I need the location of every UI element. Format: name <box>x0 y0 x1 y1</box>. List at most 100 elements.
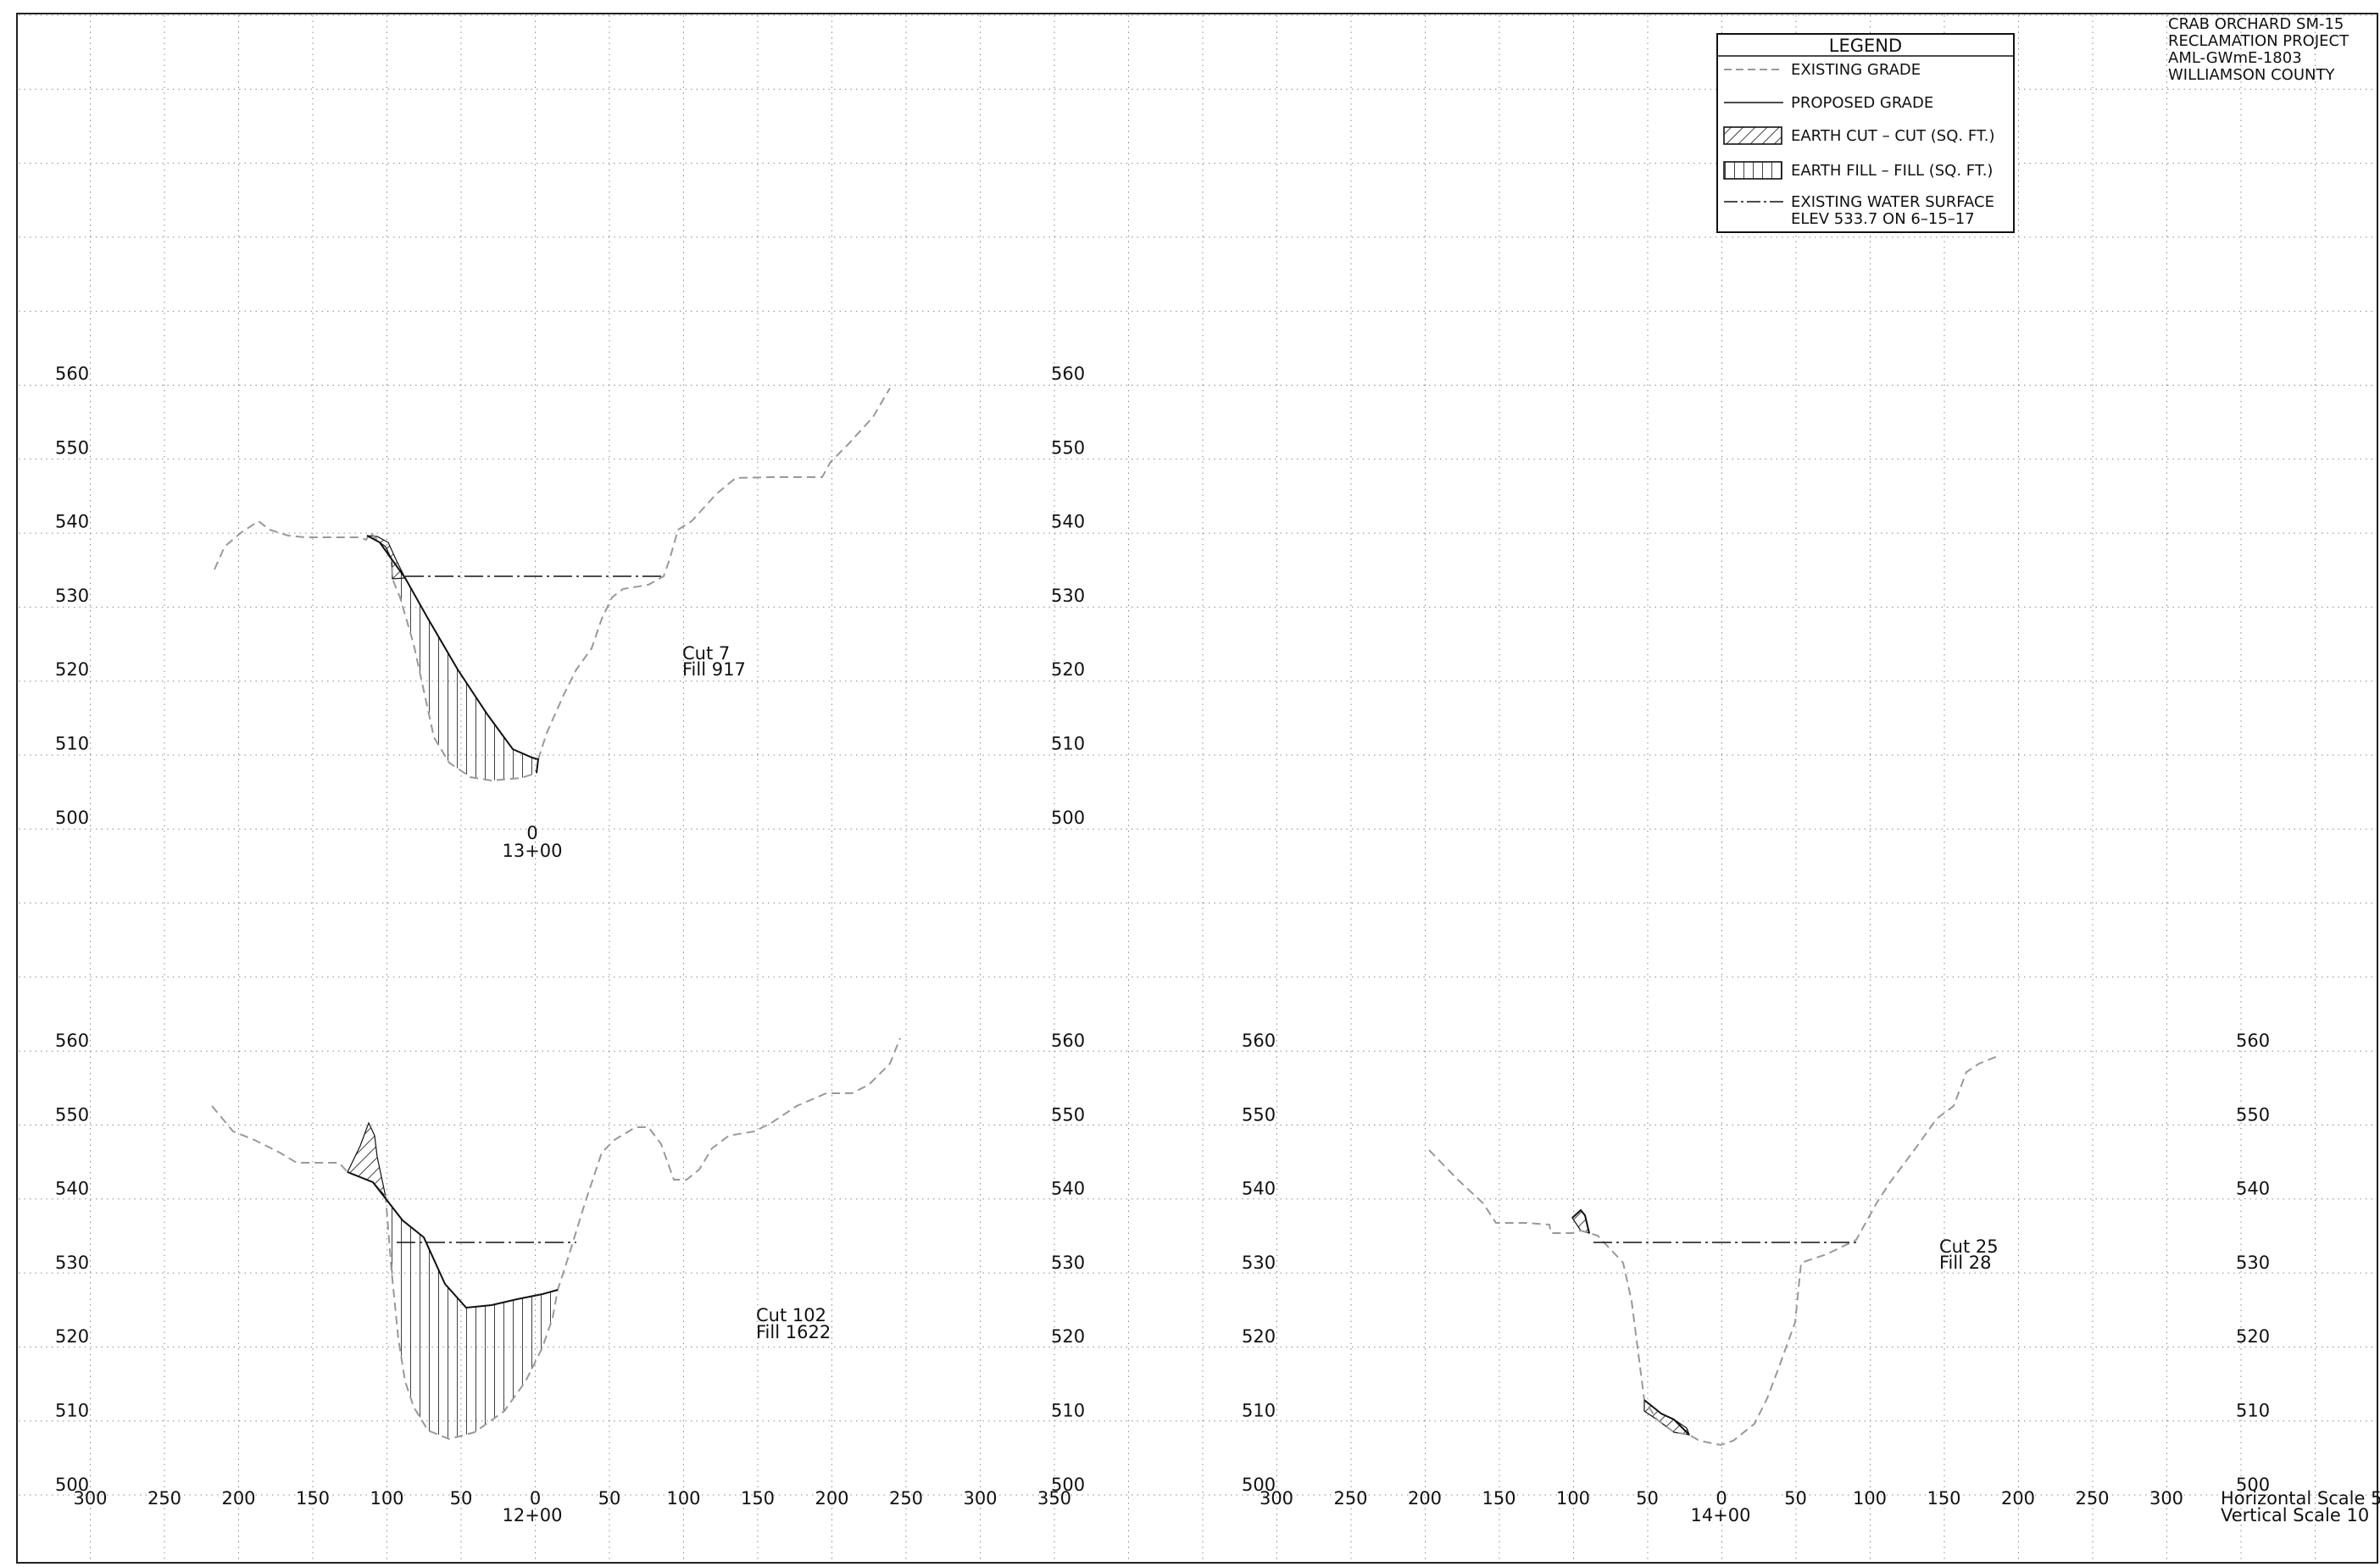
elevation-label: 520 <box>55 659 89 680</box>
station-offset-labels: 300 250 200 150 100 50 0 50 100 150 200 250 300 350 30… <box>73 1488 2183 1509</box>
elevation-label: 500 <box>1051 808 1085 828</box>
station-offset-label: 100 <box>370 1488 403 1509</box>
title-line-4: WILLIAMSON COUNTY <box>2168 66 2335 84</box>
elevation-label: 520 <box>55 1326 89 1347</box>
elevation-label: 530 <box>55 1253 89 1273</box>
station-offset-label: 300 <box>73 1488 107 1509</box>
legend-water-label: EXISTING WATER SURFACE <box>1791 193 1994 211</box>
station-offset-label: 100 <box>666 1488 700 1509</box>
existing-grade-14 <box>1428 1054 2001 1447</box>
elevation-label: 560 <box>55 1031 89 1051</box>
elevation-label: 560 <box>1051 364 1085 384</box>
earth-fill-swatch <box>1723 161 1782 180</box>
earth-fill-area-12 <box>386 1197 558 1439</box>
existing-grade-12 <box>211 1037 901 1441</box>
horizontal-scale-note: Horizontal Scale 50 <box>2221 1488 2380 1509</box>
station-offset-label: 200 <box>815 1488 848 1509</box>
station-offset-label: 200 <box>221 1488 255 1509</box>
elevation-label: 540 <box>2236 1179 2270 1199</box>
elevation-labels: 560 550 540 530 520 510 500 560 550 540 530 520 510 5… <box>55 364 2270 1495</box>
station-label-14: 14+00 <box>1690 1505 1750 1525</box>
legend-water-elev-label: ELEV 533.7 ON 6–15–17 <box>1791 210 1975 228</box>
vertical-scale-note: Vertical Scale 10 <box>2221 1505 2369 1525</box>
fill-label-14: Fill 28 <box>1939 1253 1991 1273</box>
station-offset-label: 350 <box>1037 1488 1071 1509</box>
elevation-label: 510 <box>1051 734 1085 754</box>
sheet-border <box>16 13 2378 1564</box>
elevation-label: 530 <box>55 586 89 606</box>
grid <box>19 14 2377 1561</box>
elevation-label: 510 <box>1051 1401 1085 1421</box>
offset-zero-label-13: 0 <box>526 823 537 843</box>
elevation-label: 500 <box>55 808 89 828</box>
station-offset-label: 200 <box>2001 1488 2035 1509</box>
elevation-label: 520 <box>1051 659 1085 680</box>
title-line-2: RECLAMATION PROJECT <box>2168 32 2349 50</box>
elevation-label: 550 <box>55 437 89 458</box>
legend-box <box>1716 33 2015 233</box>
elevation-label: 530 <box>1242 1253 1276 1273</box>
earth-cut-area-12 <box>347 1121 387 1199</box>
elevation-label: 550 <box>55 1104 89 1125</box>
station-offset-label: 300 <box>2149 1488 2183 1509</box>
station-offset-label: 50 <box>598 1488 621 1509</box>
legend-fill-label: EARTH FILL – FILL (SQ. FT.) <box>1791 162 1993 180</box>
elevation-label: 500 <box>2236 1475 2270 1495</box>
legend: LEGEND EXISTING GRADE PROPOSED GRADE EAR… <box>1716 33 2015 233</box>
station-offset-label: 250 <box>147 1488 181 1509</box>
section-12-00: Cut 102 Fill 1622 12+00 <box>211 1037 901 1525</box>
elevation-label: 550 <box>1051 1104 1085 1125</box>
title-block: CRAB ORCHARD SM-15 RECLAMATION PROJECT A… <box>2168 15 2349 84</box>
elevation-label: 550 <box>1242 1104 1276 1125</box>
proposed-grade-12 <box>347 1171 559 1309</box>
elevation-label: 530 <box>1051 586 1085 606</box>
cut-label-14: Cut 25 <box>1939 1236 1999 1257</box>
elevation-label: 560 <box>1242 1031 1276 1051</box>
station-offset-label: 150 <box>296 1488 330 1509</box>
proposed-grade-14-top <box>1571 1209 1590 1234</box>
elevation-label: 500 <box>1051 1475 1085 1495</box>
station-offset-label: 250 <box>889 1488 923 1509</box>
elevation-label: 540 <box>1051 512 1085 532</box>
station-offset-label: 50 <box>1636 1488 1659 1509</box>
station-offset-label: 150 <box>741 1488 775 1509</box>
elevation-label: 510 <box>1242 1401 1276 1421</box>
elevation-label: 550 <box>2236 1104 2270 1125</box>
title-line-3: AML-GWmE-1803 <box>2168 49 2302 67</box>
station-label-12: 12+00 <box>502 1505 562 1525</box>
elevation-label: 560 <box>2236 1031 2270 1051</box>
station-offset-label: 150 <box>1927 1488 1960 1509</box>
elevation-label: 530 <box>1051 1253 1085 1273</box>
station-label-13: 13+00 <box>502 841 562 861</box>
station-offset-label: 300 <box>963 1488 997 1509</box>
fill-label-13: Fill 917 <box>682 659 746 680</box>
elevation-label: 500 <box>55 1475 89 1495</box>
elevation-label: 560 <box>1051 1031 1085 1051</box>
station-offset-label: 300 <box>1260 1488 1293 1509</box>
elevation-label: 520 <box>1242 1326 1276 1347</box>
legend-cut-label: EARTH CUT – CUT (SQ. FT.) <box>1791 127 1994 145</box>
elevation-label: 540 <box>55 1179 89 1199</box>
elevation-label: 520 <box>1051 1326 1085 1347</box>
existing-grade-13 <box>214 387 891 782</box>
cut-label-13: Cut 7 <box>682 643 730 664</box>
station-offset-label: 250 <box>2075 1488 2109 1509</box>
earth-cut-swatch <box>1723 126 1782 145</box>
fill-label-12: Fill 1622 <box>756 1322 831 1342</box>
elevation-label: 520 <box>2236 1326 2270 1347</box>
station-offset-label: 0 <box>1715 1488 1727 1509</box>
section-14-00: Cut 25 Fill 28 14+00 <box>1428 1054 2001 1525</box>
station-offset-label: 250 <box>1333 1488 1367 1509</box>
elevation-label: 510 <box>55 734 89 754</box>
elevation-label: 500 <box>1242 1475 1276 1495</box>
elevation-label: 550 <box>1051 437 1085 458</box>
earth-fill-area-13 <box>380 542 538 781</box>
elevation-label: 510 <box>2236 1401 2270 1421</box>
title-line-1: CRAB ORCHARD SM-15 <box>2168 15 2344 33</box>
legend-title: LEGEND <box>1829 36 1902 56</box>
station-offset-label: 100 <box>1853 1488 1887 1509</box>
legend-existing-label: EXISTING GRADE <box>1791 61 1921 79</box>
elevation-label: 540 <box>1242 1179 1276 1199</box>
station-offset-label: 200 <box>1408 1488 1442 1509</box>
